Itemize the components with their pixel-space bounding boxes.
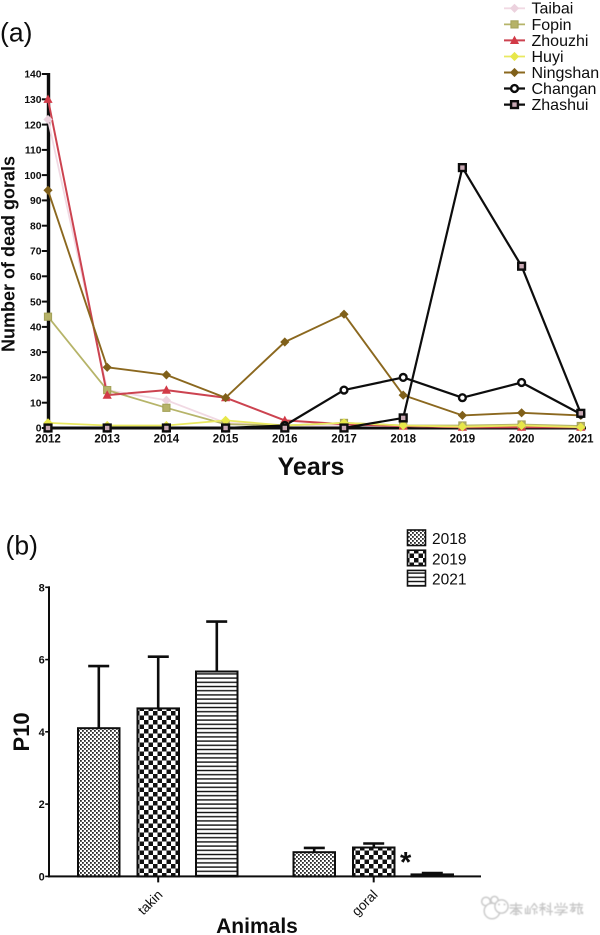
svg-text:100: 100 <box>24 171 41 182</box>
svg-text:Animals: Animals <box>216 915 298 935</box>
svg-text:(b): (b) <box>6 531 38 561</box>
svg-text:2020: 2020 <box>509 434 535 446</box>
svg-text:Number of dead gorals: Number of dead gorals <box>0 156 18 352</box>
svg-text:2014: 2014 <box>154 434 180 446</box>
svg-text:4: 4 <box>39 727 46 739</box>
svg-text:20: 20 <box>30 373 42 384</box>
svg-text:130: 130 <box>24 95 41 106</box>
svg-text:P10: P10 <box>9 712 34 751</box>
svg-text:0: 0 <box>39 871 45 883</box>
svg-text:50: 50 <box>30 297 42 308</box>
svg-text:60: 60 <box>30 272 42 283</box>
svg-text:Years: Years <box>278 453 345 481</box>
svg-text:10: 10 <box>30 398 42 409</box>
svg-text:2019: 2019 <box>432 551 466 568</box>
svg-text:2018: 2018 <box>390 434 416 446</box>
svg-text:140: 140 <box>24 70 41 81</box>
svg-text:2: 2 <box>39 799 45 811</box>
svg-text:120: 120 <box>24 120 41 131</box>
svg-text:Zhashui: Zhashui <box>532 97 589 114</box>
svg-text:2018: 2018 <box>432 531 466 548</box>
svg-text:2019: 2019 <box>450 434 476 446</box>
svg-text:Fopin: Fopin <box>532 17 572 34</box>
svg-text:8: 8 <box>39 582 45 594</box>
svg-text:40: 40 <box>30 323 42 334</box>
svg-text:2013: 2013 <box>94 434 120 446</box>
svg-text:Changan: Changan <box>532 81 597 98</box>
svg-text:*: * <box>400 847 412 879</box>
svg-text:2012: 2012 <box>35 434 61 446</box>
svg-text:Zhouzhi: Zhouzhi <box>532 33 589 50</box>
svg-text:2016: 2016 <box>272 434 298 446</box>
svg-text:2021: 2021 <box>568 434 594 446</box>
svg-text:Taibai: Taibai <box>532 1 574 18</box>
svg-text:6: 6 <box>39 655 45 667</box>
svg-text:(a): (a) <box>0 18 32 48</box>
svg-text:2017: 2017 <box>331 434 357 446</box>
svg-text:70: 70 <box>30 247 42 258</box>
svg-text:Huyi: Huyi <box>532 49 564 66</box>
svg-text:Ningshan: Ningshan <box>532 65 600 82</box>
svg-text:80: 80 <box>30 221 42 232</box>
svg-text:2021: 2021 <box>432 572 466 589</box>
svg-text:90: 90 <box>30 196 42 207</box>
svg-text:2015: 2015 <box>213 434 239 446</box>
svg-text:0: 0 <box>36 424 42 435</box>
svg-text:110: 110 <box>25 146 42 157</box>
svg-text:30: 30 <box>30 348 42 359</box>
